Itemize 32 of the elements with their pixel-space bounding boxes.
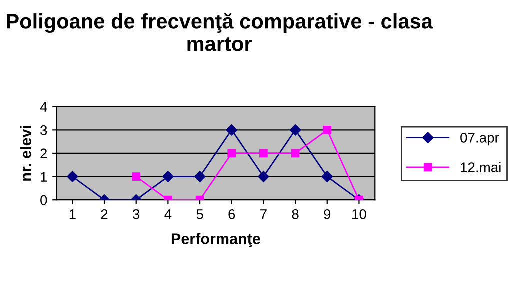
- chart-title: Poligoane de frecvenţă comparative - clasa martor: [7, 13, 434, 52]
- point: [323, 126, 332, 134]
- x-tick-label: 4: [164, 210, 172, 220]
- y-tick-label: 4: [40, 102, 48, 112]
- point: [194, 171, 206, 182]
- x-tick-label: 1: [70, 210, 76, 220]
- x-tick-label: 3: [133, 209, 140, 220]
- point: [290, 124, 302, 136]
- legend-label: 07.apr: [460, 133, 500, 146]
- y-tick-label: 3: [40, 126, 48, 136]
- x-tick-label: 8: [292, 209, 299, 220]
- x-tick-label: 2: [101, 209, 108, 220]
- point: [162, 171, 174, 182]
- point: [260, 149, 268, 158]
- x-tick-label: 5: [196, 210, 204, 220]
- x-tick-label: 10: [352, 209, 366, 220]
- point: [132, 172, 141, 181]
- y-tick-label: 0: [40, 195, 48, 206]
- y-tick-label: 1: [41, 172, 48, 182]
- x-tick-label: 6: [228, 209, 236, 220]
- point: [258, 171, 270, 182]
- y-tick-label: 2: [40, 148, 48, 159]
- x-tick-label: 9: [324, 209, 331, 220]
- legend-label: 12.mai: [461, 162, 501, 172]
- point: [228, 149, 236, 158]
- x-axis-title: Performanţe: [172, 233, 260, 248]
- y-axis-title: nr. elevi: [20, 126, 32, 181]
- point: [67, 171, 78, 182]
- x-tick-label: 7: [260, 210, 267, 220]
- point: [322, 171, 333, 182]
- point: [291, 149, 300, 158]
- point: [226, 124, 238, 136]
